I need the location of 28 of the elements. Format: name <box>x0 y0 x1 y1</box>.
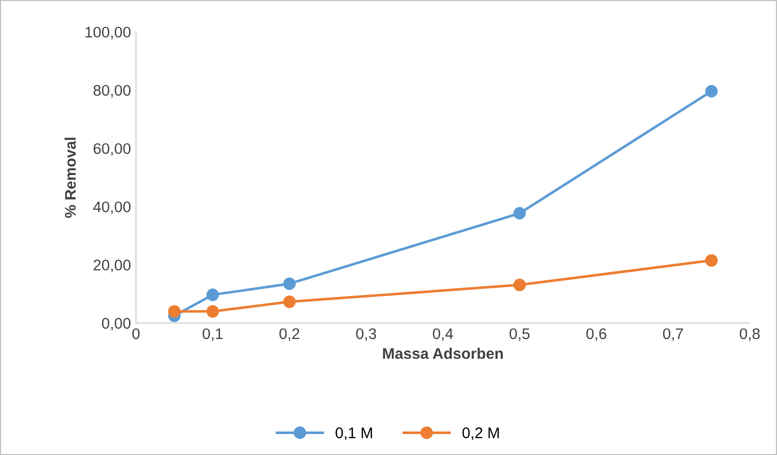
x-tick-label: 0,8 <box>740 328 760 341</box>
x-tick-label: 0 <box>132 328 140 340</box>
x-tick-label: 0,3 <box>356 328 376 341</box>
x-tick-label: 0,2 <box>279 328 300 341</box>
x-tick-label: 0,4 <box>432 328 454 341</box>
y-tick-label: 100,00 <box>86 26 131 40</box>
point <box>206 305 219 318</box>
x-tick-label: 0,1 <box>202 328 223 341</box>
point <box>283 277 296 290</box>
x-tick-label: 0,5 <box>510 328 530 341</box>
point <box>168 305 181 318</box>
point <box>705 85 718 98</box>
y-tick-label: 20,00 <box>94 260 131 272</box>
y-tick-label: 40,00 <box>93 201 131 214</box>
point <box>206 288 219 302</box>
y-tick-label: 80,00 <box>94 84 131 98</box>
y-tick-label: 0,00 <box>102 318 131 331</box>
legend-label: 0,1 M <box>336 427 372 440</box>
y-axis-title: % Removal <box>64 138 76 218</box>
point <box>513 207 526 220</box>
legend-label: 0,2 M <box>462 427 499 440</box>
point <box>283 296 296 308</box>
point <box>513 278 526 292</box>
point <box>705 254 718 267</box>
x-axis-title: Massa Adsorben <box>383 348 503 359</box>
x-tick-label: 0,7 <box>663 328 683 341</box>
y-tick-label: 60,00 <box>94 143 131 156</box>
x-tick-label: 0,6 <box>586 328 606 341</box>
